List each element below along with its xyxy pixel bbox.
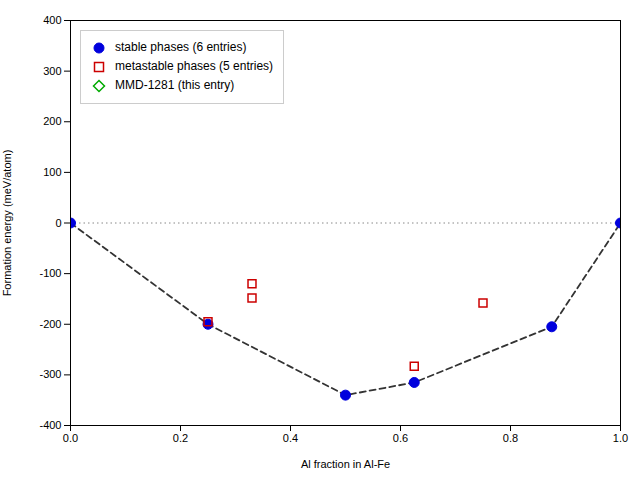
svg-text:0.4: 0.4: [283, 432, 298, 444]
svg-text:-100: -100: [39, 267, 61, 279]
svg-text:-300: -300: [39, 368, 61, 380]
svg-text:0.0: 0.0: [63, 432, 78, 444]
html-text:stable phases (6 entries): stable phases (6 entries): [115, 40, 247, 54]
svg-text:Al fraction in Al-Fe: Al fraction in Al-Fe: [301, 458, 390, 470]
svg-text:0: 0: [55, 217, 61, 229]
svg-text:300: 300: [43, 65, 61, 77]
html-text:metastable phases (5 entries): metastable phases (5 entries): [115, 59, 274, 74]
svg-text:-200: -200: [39, 318, 61, 330]
html-text:MMD-1281 (this entry): MMD-1281 (this entry): [115, 78, 235, 93]
svg-text:1.0: 1.0: [613, 432, 628, 444]
svg-text:0.8: 0.8: [503, 432, 518, 444]
svg-text:Formation energy (meV/atom): Formation energy (meV/atom): [1, 150, 13, 297]
svg-text:0.6: 0.6: [393, 432, 408, 444]
svg-text:-400: -400: [39, 419, 61, 431]
svg-text:200: 200: [43, 115, 61, 127]
svg-text:0.2: 0.2: [173, 432, 188, 444]
svg-text:100: 100: [43, 166, 61, 178]
svg-text:400: 400: [43, 14, 61, 26]
